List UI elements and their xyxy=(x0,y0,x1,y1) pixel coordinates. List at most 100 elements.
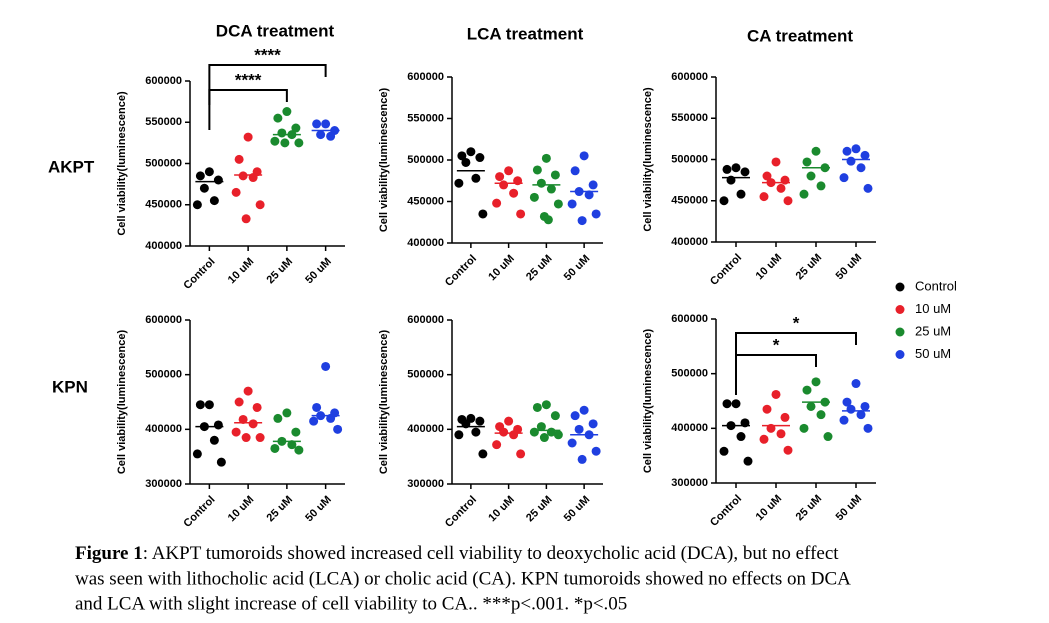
data-point xyxy=(799,189,809,199)
data-point xyxy=(577,454,587,464)
data-point xyxy=(516,449,526,459)
data-point xyxy=(846,156,856,166)
data-point xyxy=(287,440,297,450)
x-tick-label: Control xyxy=(443,253,479,289)
y-tick-label: 400000 xyxy=(407,423,444,435)
data-point xyxy=(504,416,514,426)
data-point xyxy=(209,435,219,445)
data-point xyxy=(204,167,214,177)
data-point xyxy=(192,200,202,210)
data-point xyxy=(731,399,741,409)
data-point xyxy=(856,410,866,420)
data-point xyxy=(771,389,781,399)
x-tick-label: 10 uM xyxy=(226,494,257,525)
data-point xyxy=(248,419,258,429)
data-point xyxy=(255,200,265,210)
data-point xyxy=(574,424,584,434)
data-point xyxy=(863,183,873,193)
y-tick-label: 400000 xyxy=(671,236,708,248)
data-point xyxy=(851,379,861,389)
data-point xyxy=(799,423,809,433)
data-point xyxy=(231,427,241,437)
data-point xyxy=(280,138,290,148)
data-point xyxy=(839,173,849,183)
data-point xyxy=(823,432,833,442)
data-point xyxy=(309,416,319,426)
data-point xyxy=(541,153,551,163)
x-tick-label: 25 uM xyxy=(524,253,555,284)
legend-marker xyxy=(895,327,905,337)
data-point xyxy=(816,410,826,420)
data-point xyxy=(536,178,546,188)
y-axis-label: Cell viability(luminescence) xyxy=(642,87,654,232)
legend-label: 50 uM xyxy=(915,346,951,361)
data-point xyxy=(543,215,553,225)
x-tick-label: Control xyxy=(708,252,744,288)
data-point xyxy=(294,138,304,148)
y-tick-label: 600000 xyxy=(671,71,708,83)
data-point xyxy=(492,198,502,208)
data-point xyxy=(216,457,226,467)
data-point xyxy=(529,427,539,437)
data-point xyxy=(195,400,205,410)
y-tick-label: 500000 xyxy=(671,368,708,380)
data-point xyxy=(759,192,769,202)
data-point xyxy=(759,434,769,444)
data-point xyxy=(326,131,336,141)
data-point xyxy=(192,449,202,459)
data-point xyxy=(776,429,786,439)
data-point xyxy=(846,404,856,414)
data-point xyxy=(536,422,546,432)
y-tick-label: 450000 xyxy=(671,195,708,207)
x-tick-label: 10 uM xyxy=(486,253,517,284)
legend-marker xyxy=(895,305,905,314)
data-point xyxy=(736,432,746,442)
y-tick-label: 500000 xyxy=(407,369,444,381)
x-tick-label: 50 uM xyxy=(303,494,334,525)
legend-marker xyxy=(895,350,905,359)
x-tick-label: 50 uM xyxy=(562,253,593,284)
data-point xyxy=(541,400,551,410)
row-label: AKPT xyxy=(48,157,95,176)
data-point xyxy=(577,216,587,226)
data-point xyxy=(504,166,514,176)
data-point xyxy=(731,163,741,173)
data-point xyxy=(321,361,331,371)
data-point xyxy=(238,171,248,181)
y-tick-label: 300000 xyxy=(407,478,444,490)
data-point xyxy=(312,402,322,412)
legend-label: 25 uM xyxy=(915,323,951,338)
data-point xyxy=(238,414,248,424)
data-point xyxy=(816,181,826,191)
data-point xyxy=(780,412,790,422)
x-tick-label: 10 uM xyxy=(754,493,785,524)
data-point xyxy=(553,430,563,440)
x-tick-label: 25 uM xyxy=(265,256,296,287)
data-point xyxy=(743,456,753,466)
data-point xyxy=(471,173,481,183)
y-tick-label: 500000 xyxy=(145,369,182,381)
data-point xyxy=(567,438,577,448)
data-point xyxy=(719,196,729,206)
data-point xyxy=(550,411,560,421)
data-point xyxy=(856,163,866,173)
significance-bracket xyxy=(208,64,327,105)
data-point xyxy=(273,113,283,123)
data-point xyxy=(811,146,821,156)
data-point xyxy=(776,183,786,193)
data-point xyxy=(499,427,509,437)
y-tick-label: 300000 xyxy=(145,478,182,490)
data-point xyxy=(567,199,577,209)
data-point xyxy=(273,413,283,423)
legend-label: 10 uM xyxy=(915,301,951,316)
data-point xyxy=(457,151,467,161)
data-point xyxy=(736,189,746,199)
data-point xyxy=(252,402,262,412)
data-point xyxy=(316,130,326,140)
x-tick-label: Control xyxy=(181,494,217,530)
y-tick-label: 500000 xyxy=(407,154,444,166)
data-point xyxy=(588,180,598,190)
data-point xyxy=(277,128,287,138)
data-point xyxy=(553,199,563,209)
caption-text: : AKPT tumoroids showed increased cell v… xyxy=(143,543,840,564)
